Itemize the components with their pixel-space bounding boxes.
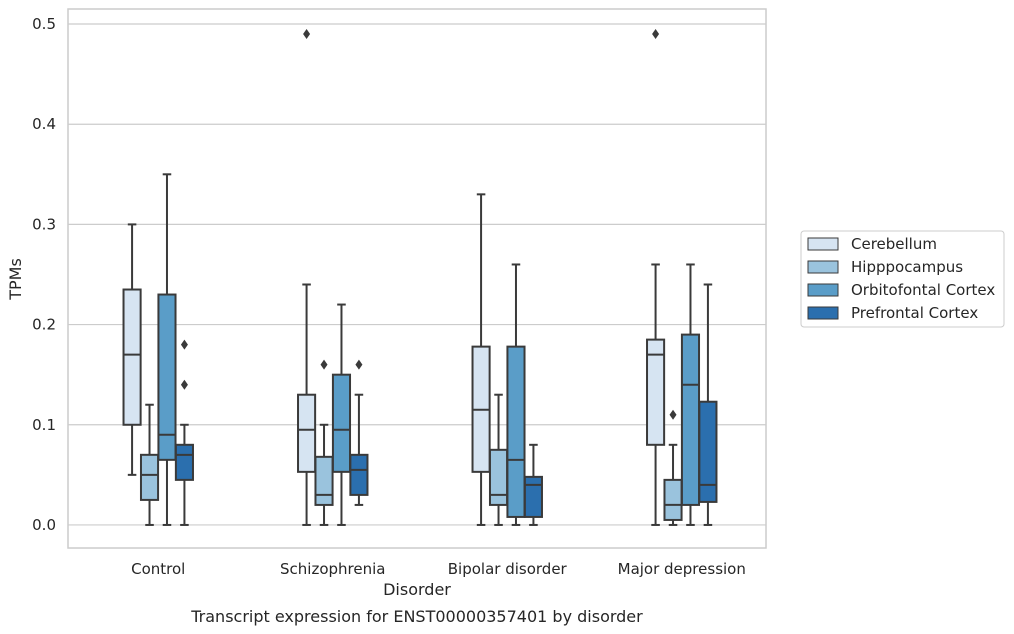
y-axis-label: TPMs	[6, 258, 25, 301]
outlier-point	[180, 339, 188, 350]
box-groups	[122, 29, 718, 526]
box	[663, 478, 683, 521]
legend-swatch	[807, 260, 839, 274]
box	[314, 455, 334, 506]
x-tick-label: Bipolar disorder	[448, 560, 568, 578]
legend-swatch	[807, 237, 839, 251]
box	[174, 443, 194, 481]
box-group	[122, 173, 194, 526]
legend-label: Hipppocampus	[851, 258, 963, 276]
box	[122, 288, 142, 426]
outlier-point	[355, 359, 363, 370]
outlier-point	[180, 379, 188, 390]
y-tick-labels: 0.0 0.1 0.2 0.3 0.4 0.5	[32, 15, 56, 534]
box	[680, 333, 701, 506]
box	[523, 475, 543, 518]
box	[506, 345, 526, 518]
legend-frame	[800, 230, 1005, 328]
box	[139, 453, 160, 501]
x-axis-label: Disorder	[383, 580, 451, 599]
box	[698, 400, 718, 503]
y-tick-label: 0.5	[32, 15, 56, 33]
legend-swatch	[807, 283, 839, 297]
y-tick-label: 0.0	[32, 516, 56, 534]
legend-label: Cerebellum	[851, 235, 937, 253]
box	[349, 453, 369, 496]
x-tick-label: Schizophrenia	[280, 560, 385, 578]
x-tick-labels: Control Schizophrenia Bipolar disorder Majo…	[131, 560, 746, 578]
box	[488, 448, 509, 506]
box	[646, 338, 666, 446]
plot-frame	[67, 8, 767, 549]
legend-swatch	[807, 306, 839, 320]
y-tick-label: 0.2	[32, 316, 56, 334]
y-tick-label: 0.4	[32, 115, 56, 133]
outlier-point	[303, 29, 311, 40]
box-group	[471, 193, 543, 526]
legend-label: Orbitofontal Cortex	[851, 281, 995, 299]
x-tick-label: Control	[131, 560, 185, 578]
legend: Cerebellum Hipppocampus Orbitofontal Corte…	[800, 230, 1005, 328]
plot-background	[68, 9, 766, 548]
box-group	[646, 29, 718, 526]
outlier-point	[669, 409, 677, 420]
outlier-point	[320, 359, 328, 370]
box-group	[297, 29, 369, 526]
box	[297, 393, 317, 473]
y-tick-label: 0.1	[32, 416, 56, 434]
box	[157, 293, 177, 461]
legend-label: Prefrontal Cortex	[851, 304, 978, 322]
box	[331, 373, 352, 473]
y-tick-label: 0.3	[32, 215, 56, 233]
outlier-point	[652, 29, 660, 40]
x-tick-label: Major depression	[618, 560, 746, 578]
chart-caption: Transcript expression for ENST0000035740…	[190, 607, 643, 626]
